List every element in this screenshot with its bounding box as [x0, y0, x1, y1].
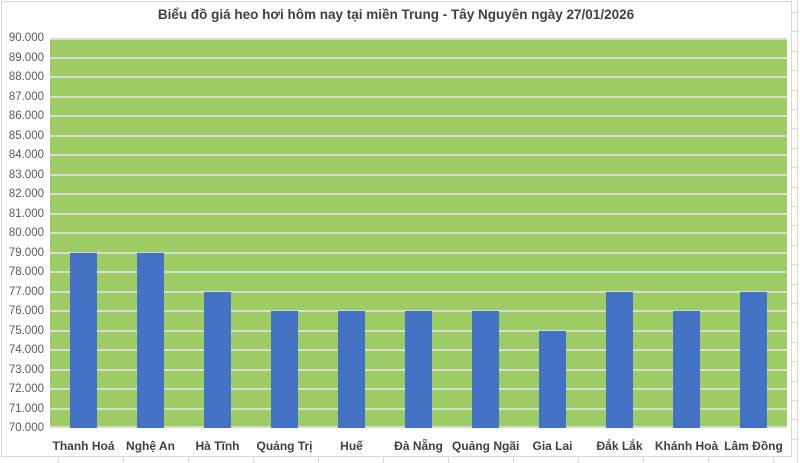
bar-huế[interactable] — [338, 311, 365, 428]
category-label: Khánh Hoà — [654, 439, 719, 453]
worksheet-gridline — [792, 109, 798, 110]
worksheet-gridline — [513, 457, 514, 463]
gridline — [50, 56, 787, 59]
worksheet-gridline — [792, 244, 798, 246]
bar-nghệ-an[interactable] — [137, 252, 164, 428]
worksheet-gridline — [383, 457, 384, 463]
gridline — [50, 134, 787, 137]
y-axis-tick-label: 82.000 — [8, 188, 44, 200]
worksheet-gridline — [792, 380, 798, 382]
y-axis-tick-label: 88.000 — [8, 71, 44, 83]
y-axis-tick-label: 84.000 — [8, 149, 44, 161]
worksheet-gridline — [792, 186, 798, 188]
y-axis-tick-label: 85.000 — [8, 129, 44, 142]
bar-hà-tĩnh[interactable] — [204, 291, 231, 428]
y-axis-tick-label: 83.000 — [8, 168, 44, 181]
worksheet-gridline — [792, 361, 798, 363]
category-label: Đà Nẵng — [394, 439, 443, 453]
y-axis-tick-label: 72.000 — [8, 383, 44, 395]
y-axis-tick-label: 70.000 — [8, 422, 44, 434]
category-label: Quảng Trị — [256, 439, 313, 453]
category-label: Quảng Ngãi — [452, 439, 520, 453]
worksheet-gridline — [792, 283, 798, 285]
y-axis-tick-label: 78.000 — [8, 266, 44, 278]
worksheet-gridline — [792, 303, 798, 304]
category-label: Lâm Đồng — [724, 439, 783, 453]
worksheet-gridline — [578, 457, 579, 463]
gridline — [50, 193, 787, 195]
gridline — [50, 154, 787, 156]
worksheet-gridline — [797, 0, 798, 463]
worksheet-gridline — [792, 167, 798, 169]
category-label: Gia Lai — [532, 439, 573, 453]
worksheet-gridline — [792, 147, 798, 149]
bar-quảng-ngãi[interactable] — [472, 311, 499, 428]
worksheet-gridline — [792, 31, 798, 33]
gridline — [50, 212, 787, 215]
worksheet-gridline — [58, 457, 59, 463]
worksheet-gridline — [792, 50, 798, 52]
worksheet-gridline — [708, 457, 709, 463]
y-axis-tick-label: 76.000 — [8, 305, 44, 317]
worksheet-gridline — [448, 457, 449, 463]
gridline — [50, 271, 787, 273]
y-axis-tick-label: 89.000 — [8, 51, 44, 64]
worksheet-gridline — [123, 457, 124, 463]
bar-đà-nẵng[interactable] — [405, 311, 432, 428]
worksheet-gridline — [792, 12, 798, 13]
category-label: Đắk Lắk — [596, 439, 643, 453]
bar-khánh-hoà[interactable] — [673, 311, 700, 428]
category-label: Thanh Hoá — [52, 439, 115, 453]
gridline — [50, 115, 787, 117]
y-axis-tick-label: 90.000 — [8, 32, 44, 44]
worksheet-gridline — [792, 438, 798, 440]
worksheet-gridline — [318, 457, 319, 463]
y-axis-tick-label: 74.000 — [8, 344, 44, 356]
plot-area — [50, 38, 787, 428]
worksheet-gridline — [792, 70, 798, 72]
y-axis-tick-label: 73.000 — [8, 363, 44, 376]
y-axis-tick-label: 77.000 — [8, 285, 44, 298]
worksheet-gridline — [792, 128, 798, 130]
gridline — [50, 173, 787, 176]
bar-quảng-trị[interactable] — [271, 311, 298, 428]
worksheet-gridline — [792, 419, 798, 421]
bar-gia-lai[interactable] — [539, 330, 566, 428]
y-axis-tick-label: 79.000 — [8, 246, 44, 259]
worksheet-gridline — [792, 89, 798, 91]
category-label: Hà Tĩnh — [195, 439, 240, 453]
worksheet-gridline — [792, 400, 798, 401]
category-label: Nghệ An — [126, 439, 175, 453]
bar-thanh-hoá[interactable] — [70, 252, 97, 428]
gridline — [50, 95, 787, 98]
worksheet-gridline — [792, 225, 798, 227]
worksheet-gridline — [643, 457, 644, 463]
y-axis-tick-label: 86.000 — [8, 110, 44, 122]
worksheet-gridline — [188, 457, 189, 463]
gridline — [50, 232, 787, 234]
y-axis-tick-label: 87.000 — [8, 90, 44, 103]
bar-lâm-đồng[interactable] — [740, 291, 767, 428]
y-axis-tick-label: 80.000 — [8, 227, 44, 239]
bar-đắk-lắk[interactable] — [606, 291, 633, 428]
chart-title: Biểu đồ giá heo hơi hôm nay tại miền Tru… — [157, 7, 635, 22]
y-axis-tick-label: 81.000 — [8, 207, 44, 220]
worksheet-gridline — [792, 322, 798, 324]
x-axis: Thanh Hoá Nghệ An Hà Tĩnh Quảng Trị Huế Đà Nẵ… — [50, 436, 787, 458]
gridline — [50, 38, 787, 40]
gridline — [50, 290, 787, 293]
worksheet-gridline — [253, 457, 254, 463]
y-axis-tick-label: 75.000 — [8, 324, 44, 337]
category-label: Huế — [340, 439, 363, 453]
worksheet-gridline — [792, 264, 798, 266]
gridline — [50, 251, 787, 254]
worksheet-gridline — [792, 341, 798, 343]
gridline — [50, 76, 787, 78]
y-axis: 90.000 89.000 88.000 87.000 86.000 85.000 84.0… — [0, 32, 44, 434]
worksheet-gridline — [792, 206, 798, 207]
y-axis-tick-label: 71.000 — [8, 402, 44, 415]
worksheet-gridline — [773, 457, 774, 463]
